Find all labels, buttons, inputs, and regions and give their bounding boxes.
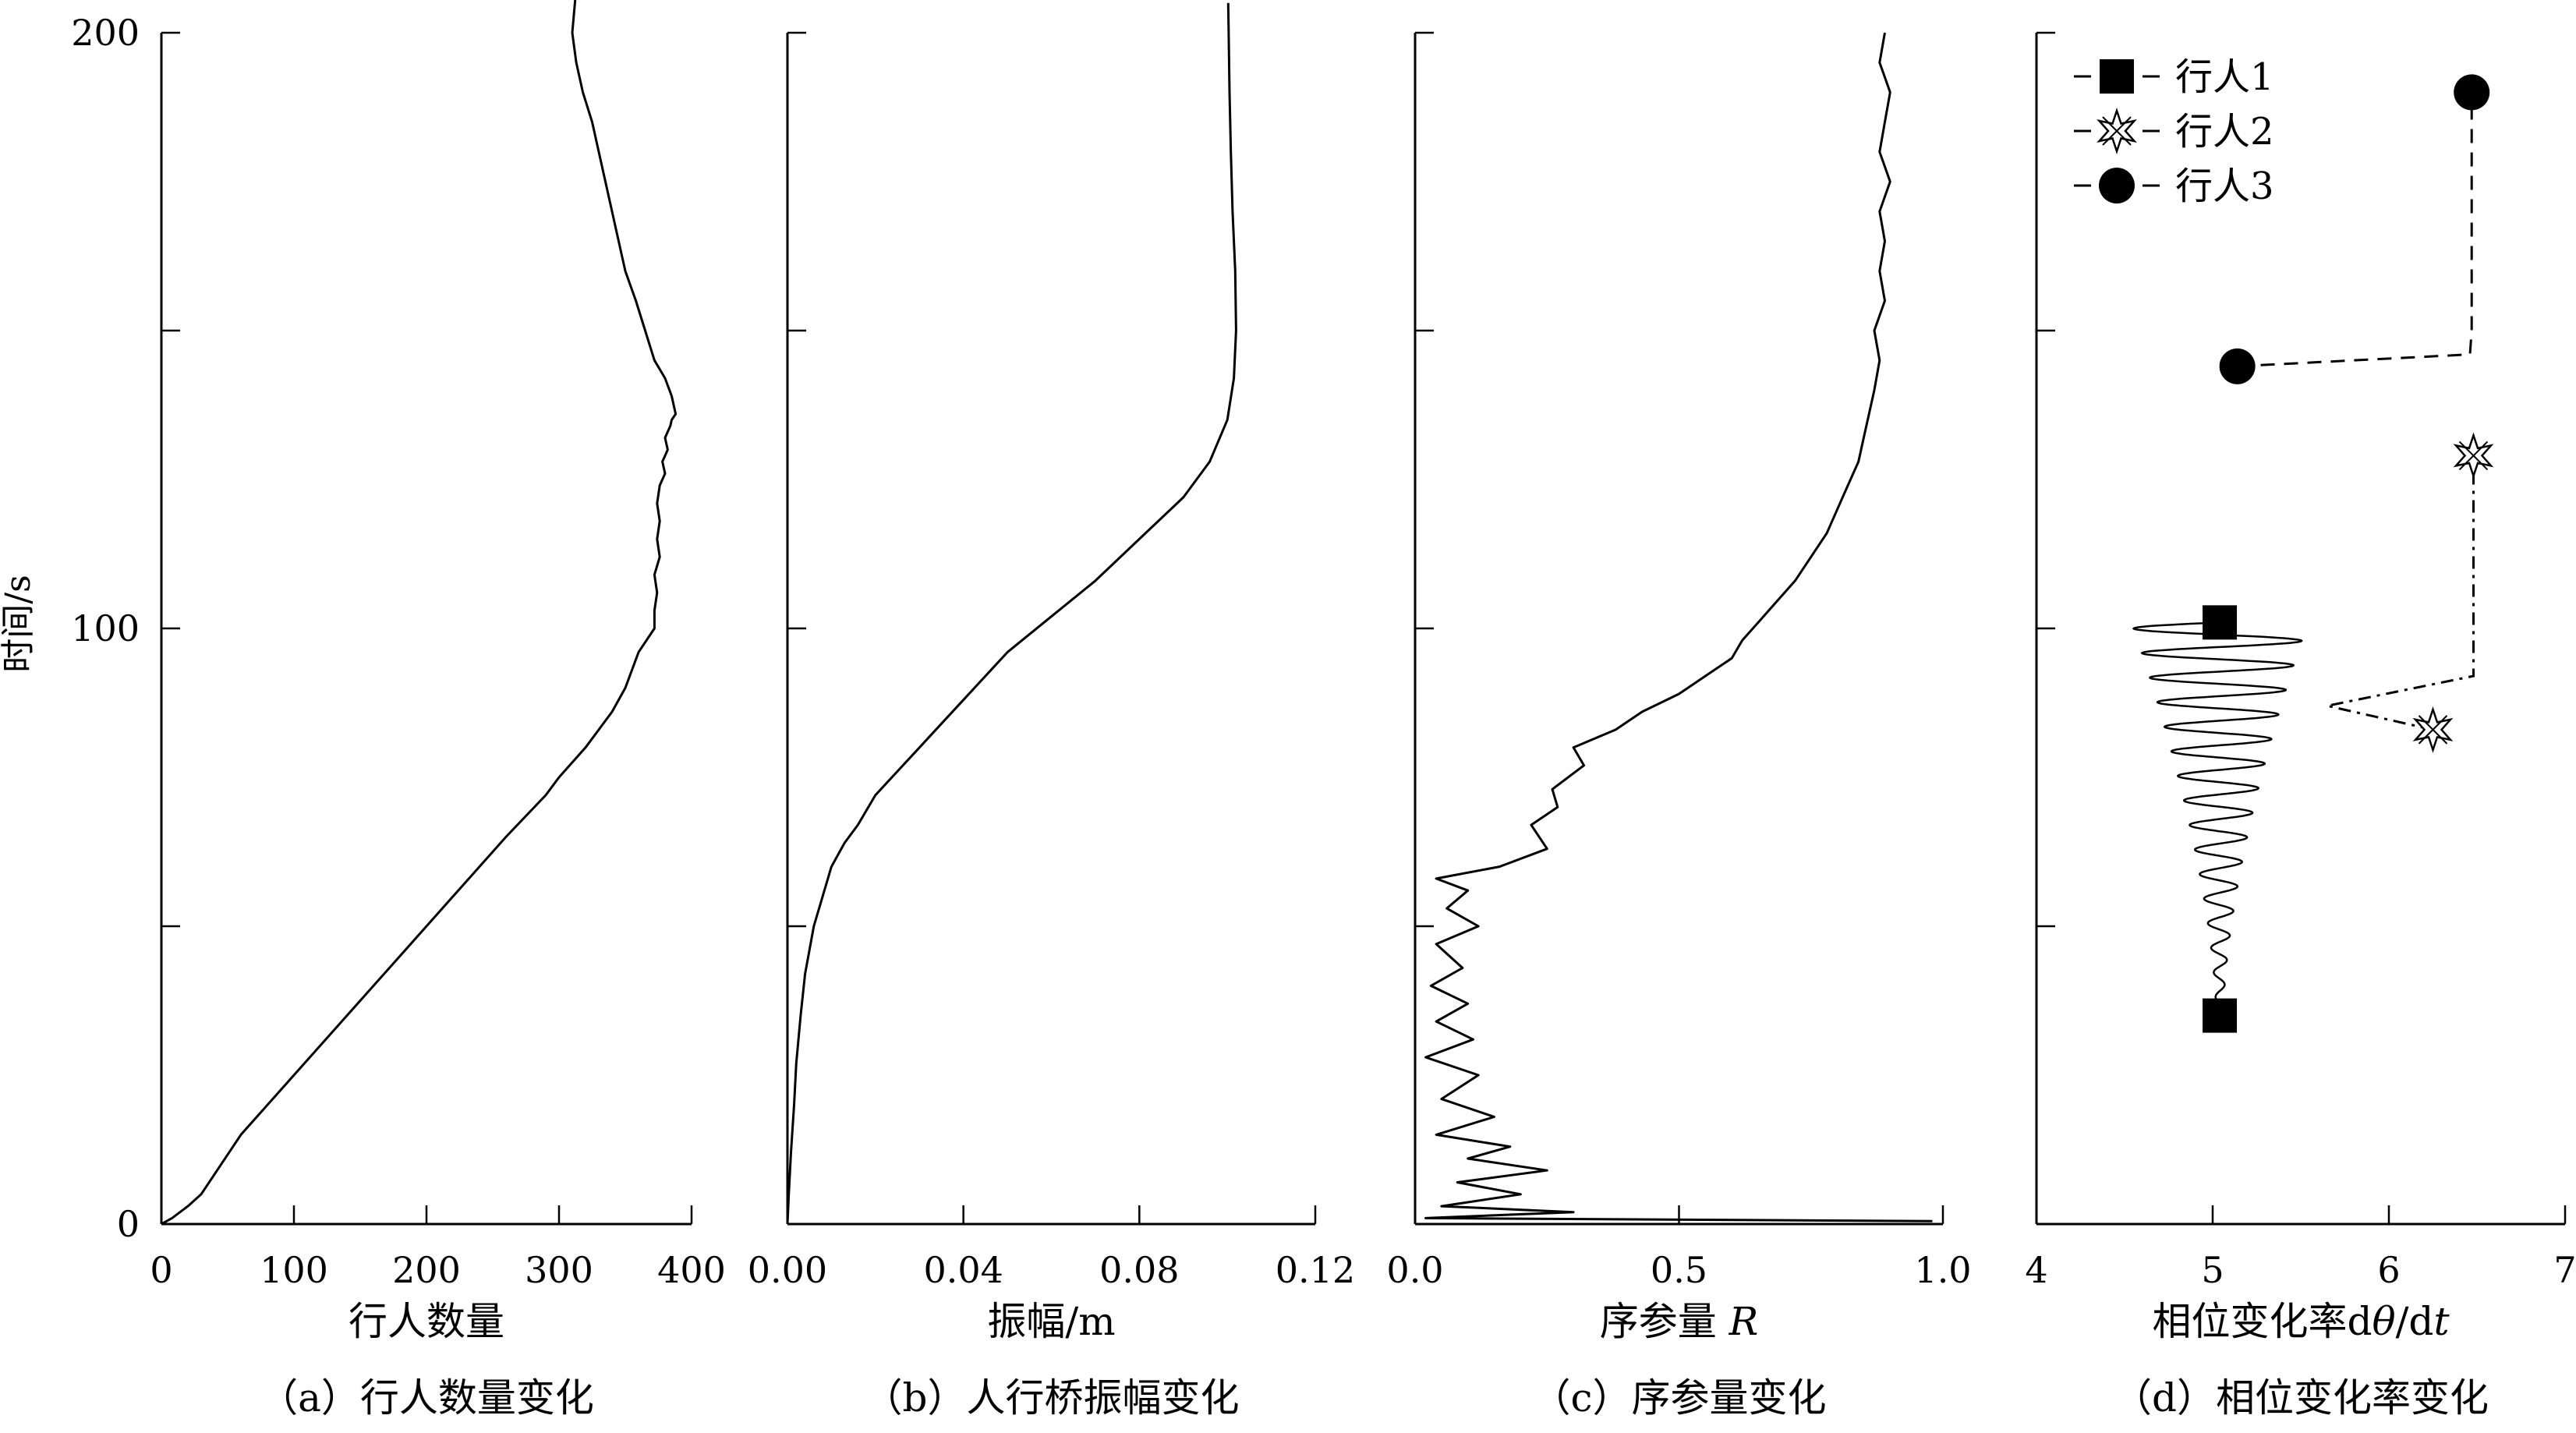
x-tick-label: 200 [392, 1249, 461, 1291]
data-line [787, 2, 1237, 1224]
legend-label: 行人3 [2175, 165, 2274, 208]
legend-marker [2097, 108, 2137, 154]
data-point-pedestrian-1 [2203, 998, 2238, 1033]
y-tick-label: 100 [71, 607, 140, 649]
y-tick-label: 0 [117, 1203, 140, 1245]
x-axis-label: 序参量 R [1600, 1299, 1759, 1344]
y-axis-label: 时间/s [0, 575, 38, 672]
panel-b: 0.00 0.04 0.08 0.12 振幅/m （b）人行桥振幅变化 [748, 2, 1355, 1421]
x-tick-label: 0.04 [923, 1249, 1003, 1291]
x-tick-label: 5 [2201, 1249, 2224, 1291]
y-tick-label: 200 [71, 12, 140, 54]
x-tick-label: 6 [2377, 1249, 2400, 1291]
panel-c: 0.0 0.5 1.0 序参量 R （c）序参量变化 [1386, 31, 1972, 1421]
x-tick-label: 0.0 [1386, 1249, 1443, 1291]
legend: 行人1 行人2 行人3 [2074, 55, 2274, 208]
data-point-pedestrian-2 [2412, 706, 2454, 753]
x-tick-label: 100 [260, 1249, 328, 1291]
x-tick-label: 300 [525, 1249, 593, 1291]
panel-caption: （b）人行桥振幅变化 [863, 1375, 1239, 1421]
series-line-pedestrian-3 [2237, 92, 2473, 368]
series-line-pedestrian-1 [2132, 621, 2303, 1017]
x-tick-label: 1.0 [1914, 1249, 1971, 1291]
x-tick-label: 400 [657, 1249, 726, 1291]
panel-caption: （c）序参量变化 [1531, 1375, 1826, 1421]
x-tick-label: 0.08 [1099, 1249, 1179, 1291]
plot-area [787, 2, 1237, 1224]
legend-marker [2099, 168, 2135, 203]
x-axis-label: 振幅/m [987, 1299, 1115, 1344]
legend-label: 行人2 [2175, 110, 2274, 154]
x-tick-label: 0.00 [748, 1249, 827, 1291]
panel-caption: （a）行人数量变化 [259, 1375, 594, 1421]
plot-area [1424, 32, 1933, 1222]
legend-marker [2100, 59, 2134, 94]
data-point-pedestrian-3 [2454, 74, 2490, 111]
x-axis-label: 相位变化率dθ/dt [2152, 1299, 2450, 1344]
data-point-pedestrian-2 [2453, 432, 2494, 479]
data-point-pedestrian-3 [2219, 348, 2256, 384]
panel-caption: （d）相位变化率变化 [2113, 1375, 2489, 1421]
data-point-pedestrian-1 [2203, 605, 2238, 640]
panel-d: 4 5 6 7 相位变化率dθ/dt （d）相位变化率变化 行人1 行人2 行人3 [2025, 31, 2576, 1421]
x-tick-label: 4 [2025, 1249, 2047, 1291]
legend-label: 行人1 [2175, 55, 2274, 99]
x-tick-label: 0.5 [1651, 1249, 1707, 1291]
plot-area [2132, 92, 2475, 1017]
x-tick-label: 0.12 [1276, 1249, 1355, 1291]
x-axis-label: 行人数量 [349, 1299, 504, 1344]
x-tick-label: 0 [150, 1249, 172, 1291]
data-line [1424, 32, 1933, 1222]
series-line-pedestrian-2 [2327, 455, 2475, 731]
plot-area [161, 0, 678, 1224]
data-line [161, 0, 678, 1224]
panel-a: 0 100 200 0 100 200 300 400 行人数量 （a）行人数量变化 [71, 0, 726, 1421]
x-tick-label: 7 [2553, 1249, 2576, 1291]
